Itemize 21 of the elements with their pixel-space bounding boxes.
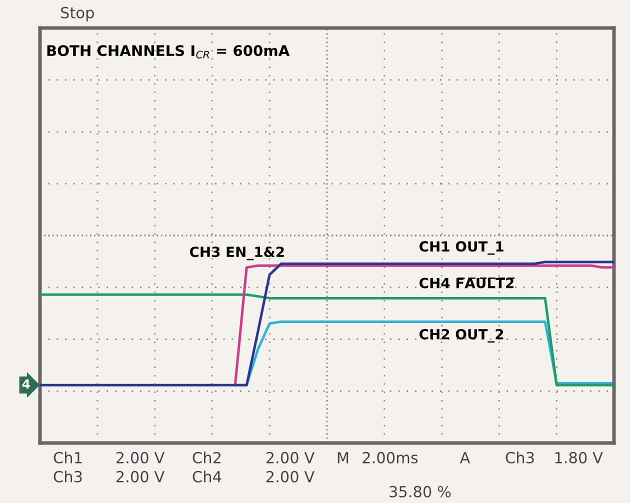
text: 2.00 V	[266, 470, 315, 482]
text: Ch3	[506, 452, 534, 464]
text: 1.80 V	[555, 452, 603, 464]
text: Stop	[61, 6, 94, 22]
text: 35.80 %	[390, 486, 451, 498]
series-label: CH4 F̅A̅U̅L̅T̅2̅	[420, 278, 515, 288]
text: Ch4	[192, 470, 222, 482]
text: 2.00 V	[116, 470, 165, 482]
text: A	[460, 452, 470, 464]
text: 2.00 V	[116, 452, 165, 464]
series-label: CH3 EN_1&2	[190, 246, 284, 260]
text: BOTH CHANNELS I$_{CR}$ = 600mA	[47, 45, 290, 58]
text: Ch2	[192, 452, 221, 464]
text: M	[338, 452, 348, 464]
text: 2.00ms	[362, 452, 418, 464]
text: 4	[22, 379, 30, 388]
text: Ch3	[54, 470, 82, 482]
text: Ch1	[54, 452, 82, 464]
series-label: CH1 OUT_1	[420, 241, 504, 255]
text: 2.00 V	[266, 452, 315, 464]
series-label: CH2 OUT_2	[420, 328, 504, 343]
